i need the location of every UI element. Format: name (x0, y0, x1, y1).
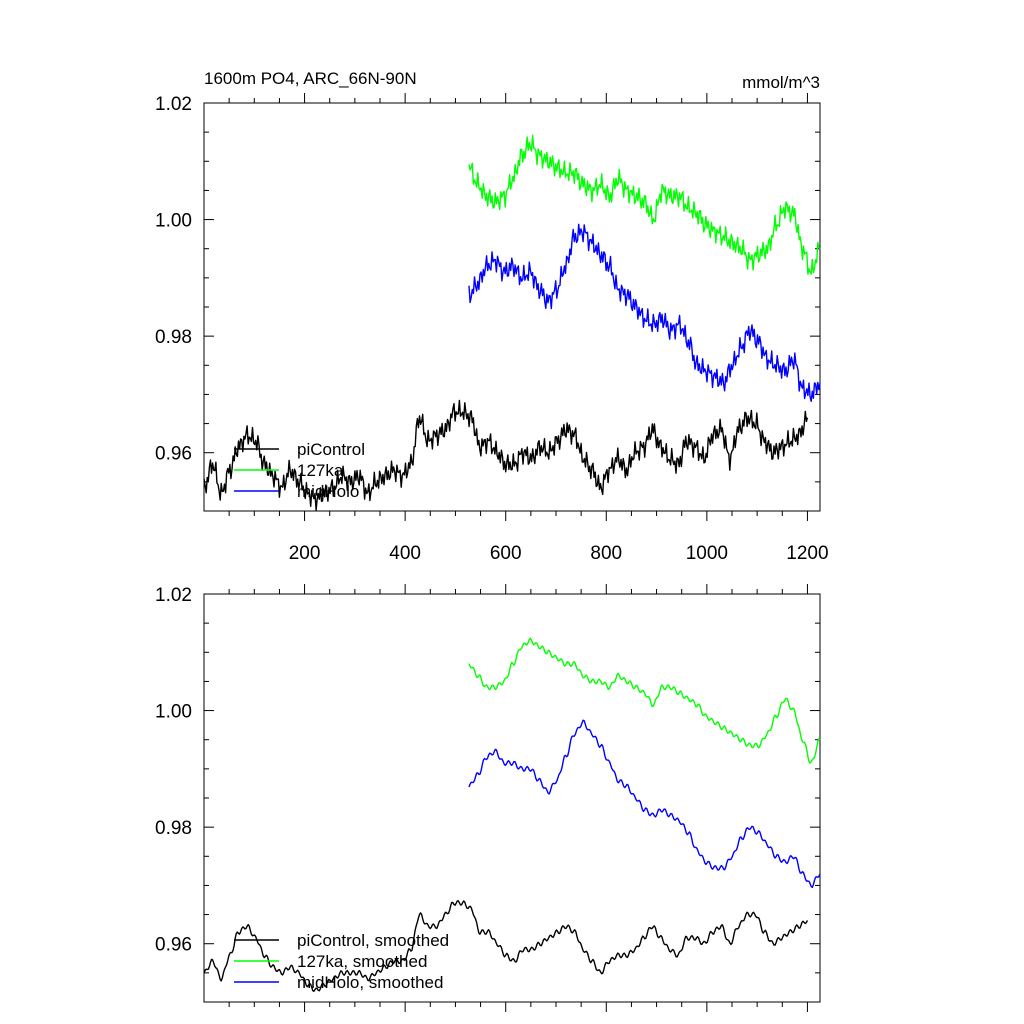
series-line-midholo-smoothed (468, 719, 821, 888)
x-tick-label: 1200 (786, 543, 828, 564)
y-tick-label: 1.02 (155, 94, 192, 115)
y-tick-label: 1.00 (155, 211, 192, 232)
legend-label-127ka: 127ka (297, 461, 344, 480)
legend-label-127ka: 127ka, smoothed (297, 952, 427, 971)
series-line-picontrol-smoothed (203, 900, 809, 992)
x-tick-label: 600 (490, 543, 522, 564)
y-tick-label: 0.98 (155, 818, 192, 839)
x-tick-label: 400 (389, 543, 421, 564)
x-tick-label: 1000 (686, 543, 728, 564)
series-line-picontrol (203, 399, 809, 511)
panel-top: 0.96 0.98 1.00 1.02 200 400 600 800 1000 1200 piCo… (155, 93, 829, 564)
x-tick-label: 800 (590, 543, 622, 564)
y-tick-label: 0.96 (155, 444, 192, 465)
legend-label-midholo: midHolo, smoothed (297, 973, 443, 992)
y-tick-label: 1.00 (155, 702, 192, 723)
y-tick-label: 0.96 (155, 935, 192, 956)
series-line-midholo (468, 223, 821, 402)
y-tick-label: 0.98 (155, 327, 192, 348)
y-tick-label: 1.02 (155, 585, 192, 606)
x-tick-label: 200 (289, 543, 321, 564)
series-line-127ka (468, 134, 821, 275)
panel-bottom: 0.96 0.98 1.00 1.02 piControl, smoothed 127ka… (155, 584, 821, 1012)
units-label: mmol/m^3 (742, 73, 820, 92)
legend-label-midholo: midHolo (297, 482, 359, 501)
chart-title: 1600m PO4, ARC_66N-90N (204, 69, 417, 88)
legend-label-picontrol: piControl (297, 440, 365, 459)
legend-label-picontrol: piControl, smoothed (297, 931, 449, 950)
series-line-127ka-smoothed (468, 637, 821, 764)
